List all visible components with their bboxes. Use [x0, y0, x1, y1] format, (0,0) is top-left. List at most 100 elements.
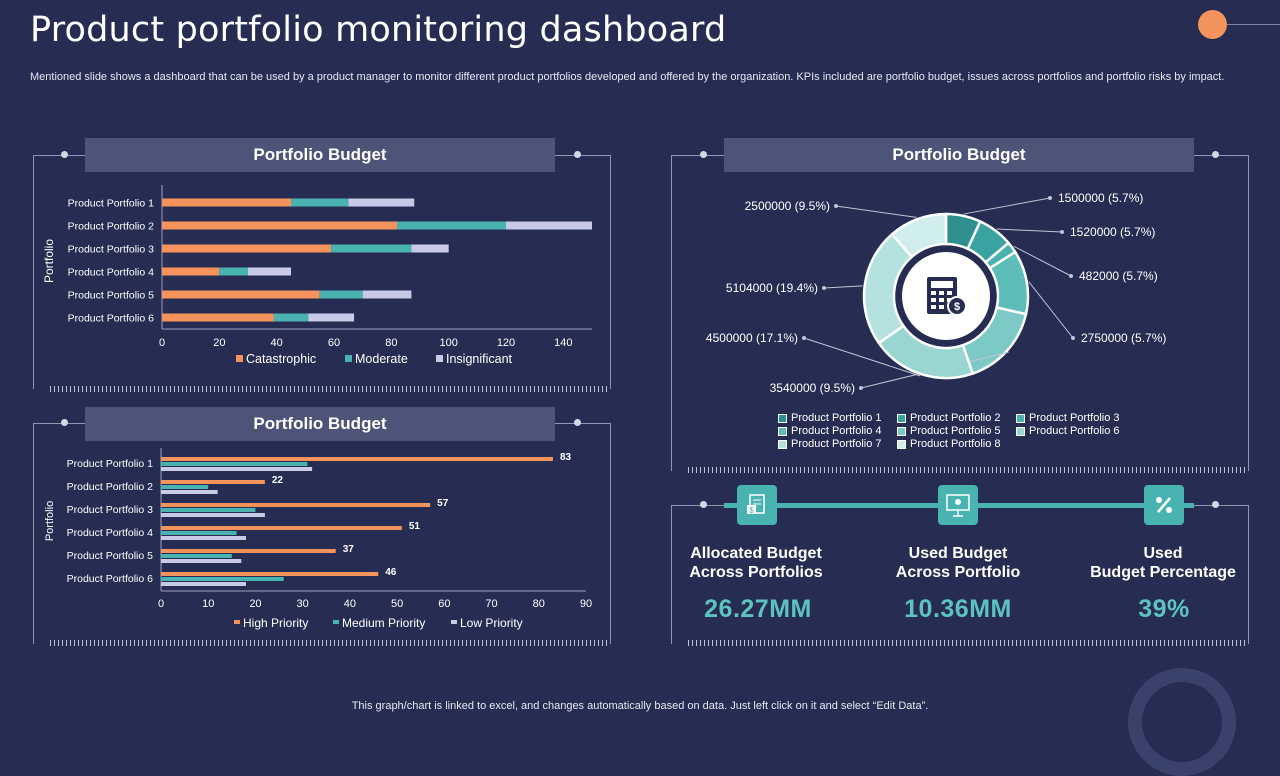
slice-label: 5104000 (19.4%) [726, 281, 818, 295]
legend-label: Product Portfolio 6 [1029, 425, 1120, 437]
bar [161, 531, 237, 535]
legend-label: Product Portfolio 5 [910, 425, 1001, 437]
data-label: 37 [343, 544, 355, 555]
leader-dot [834, 204, 838, 208]
bar-segment [162, 221, 398, 230]
leader-line [1013, 245, 1072, 277]
bar [161, 582, 246, 586]
kpi-used-value: 10.36MM [904, 595, 1012, 623]
kpi-panel-dots [688, 640, 1248, 646]
bar-segment [348, 198, 415, 207]
x-tick-label: 40 [344, 598, 356, 610]
legend-label: Product Portfolio 1 [791, 412, 882, 424]
bar-segment [162, 198, 291, 207]
leader-line [823, 285, 863, 289]
bar [161, 554, 232, 558]
legend-item: Product Portfolio 7 [778, 438, 897, 450]
legend-item: Product Portfolio 6 [1016, 425, 1135, 437]
legend-label: Moderate [355, 352, 408, 366]
bar [161, 536, 246, 540]
bar [161, 462, 308, 466]
legend-label: High Priority [243, 616, 308, 630]
presentation-screen-icon [938, 485, 978, 525]
slice-label: 1520000 (5.7%) [1070, 225, 1155, 239]
category-label: Product Portfolio 6 [68, 313, 155, 325]
top-left-panel-dots [50, 386, 610, 392]
legend-label: Medium Priority [342, 616, 425, 630]
bar-segment [397, 221, 506, 230]
panel-node [574, 419, 581, 426]
x-tick-label: 0 [159, 337, 165, 349]
kpi-label-line: Across Portfolio [895, 564, 1021, 581]
legend-swatch [345, 355, 352, 362]
panel-node [1212, 151, 1219, 158]
leader-line [996, 228, 1063, 233]
category-label: Product Portfolio 4 [67, 527, 154, 539]
leader-dot [822, 286, 826, 290]
x-tick-label: 100 [439, 337, 457, 349]
legend-swatch [1016, 413, 1025, 423]
category-label: Product Portfolio 6 [67, 573, 154, 585]
legend-swatch [1016, 426, 1025, 436]
legend-swatch [778, 439, 787, 449]
decorative-ring [1128, 668, 1236, 776]
bar [161, 508, 256, 512]
right-panel-title: Portfolio Budget [724, 138, 1194, 172]
slice-label: 4500000 (17.1%) [706, 331, 798, 345]
slice-label: 482000 (5.7%) [1079, 269, 1158, 283]
issues-priority-chart[interactable]: Portfolio Product Portfolio 1 83 Product Po… [33, 448, 609, 638]
x-tick-label: 80 [385, 337, 397, 349]
legend-swatch [897, 439, 906, 449]
legend-swatch [236, 355, 243, 362]
legend-swatch [451, 620, 457, 624]
leader-line [963, 197, 1051, 215]
top-left-panel-title: Portfolio Budget [85, 138, 555, 172]
risk-impact-chart[interactable]: Portfolio Product Portfolio 1 Product Port… [33, 185, 609, 380]
kpi-percentage-label: Used Budget Percentage [1063, 544, 1263, 582]
page-subtitle: Mentioned slide shows a dashboard that c… [30, 71, 1225, 83]
x-tick-label: 0 [158, 598, 164, 610]
leader-dot [859, 386, 863, 390]
x-tick-label: 120 [497, 337, 515, 349]
bar [161, 513, 265, 517]
x-tick-label: 80 [533, 598, 545, 610]
kpi-percentage-value: 39% [1138, 595, 1190, 623]
bar-segment [308, 313, 355, 322]
bar-segment [331, 244, 412, 253]
x-tick-label: 40 [271, 337, 283, 349]
budget-donut-chart[interactable]: 1500000 (5.7%) 1520000 (5.7%) 482000 (5.7%… [672, 180, 1247, 400]
x-tick-label: 30 [297, 598, 309, 610]
calculator-icon: $ [903, 253, 989, 339]
bar [161, 577, 284, 581]
data-label: 46 [385, 567, 397, 578]
bar [161, 467, 313, 471]
leader-dot [1048, 196, 1052, 200]
panel-node [61, 151, 68, 158]
bar [161, 480, 265, 484]
legend-item: Product Portfolio 4 [778, 425, 897, 437]
legend-label: Product Portfolio 2 [910, 412, 1001, 424]
bar-segment [248, 267, 291, 276]
bar-segment [273, 313, 309, 322]
bar-segment [219, 267, 248, 276]
panel-node [700, 151, 707, 158]
leader-dot [802, 336, 806, 340]
category-label: Product Portfolio 5 [67, 550, 154, 562]
bar [161, 457, 553, 461]
kpi-label-line: Used Budget [908, 545, 1008, 562]
legend-label: Product Portfolio 3 [1029, 412, 1120, 424]
leader-line [1028, 281, 1074, 339]
kpi-allocated-label: Allocated Budget Across Portfolios [656, 544, 856, 582]
footer-note: This graph/chart is linked to excel, and… [351, 700, 929, 712]
x-tick-label: 50 [391, 598, 403, 610]
panel-node [61, 419, 68, 426]
legend-swatch [897, 413, 906, 423]
data-label: 51 [409, 521, 421, 532]
panel-node [700, 501, 707, 508]
slice-label: 3540000 (9.5%) [770, 381, 855, 395]
legend-item: Product Portfolio 3 [1016, 412, 1135, 424]
legend-swatch [778, 426, 787, 436]
x-tick-label: 20 [213, 337, 225, 349]
donut-legend: Product Portfolio 1 Product Portfolio 2 Pr… [778, 412, 1138, 450]
legend-swatch [897, 426, 906, 436]
